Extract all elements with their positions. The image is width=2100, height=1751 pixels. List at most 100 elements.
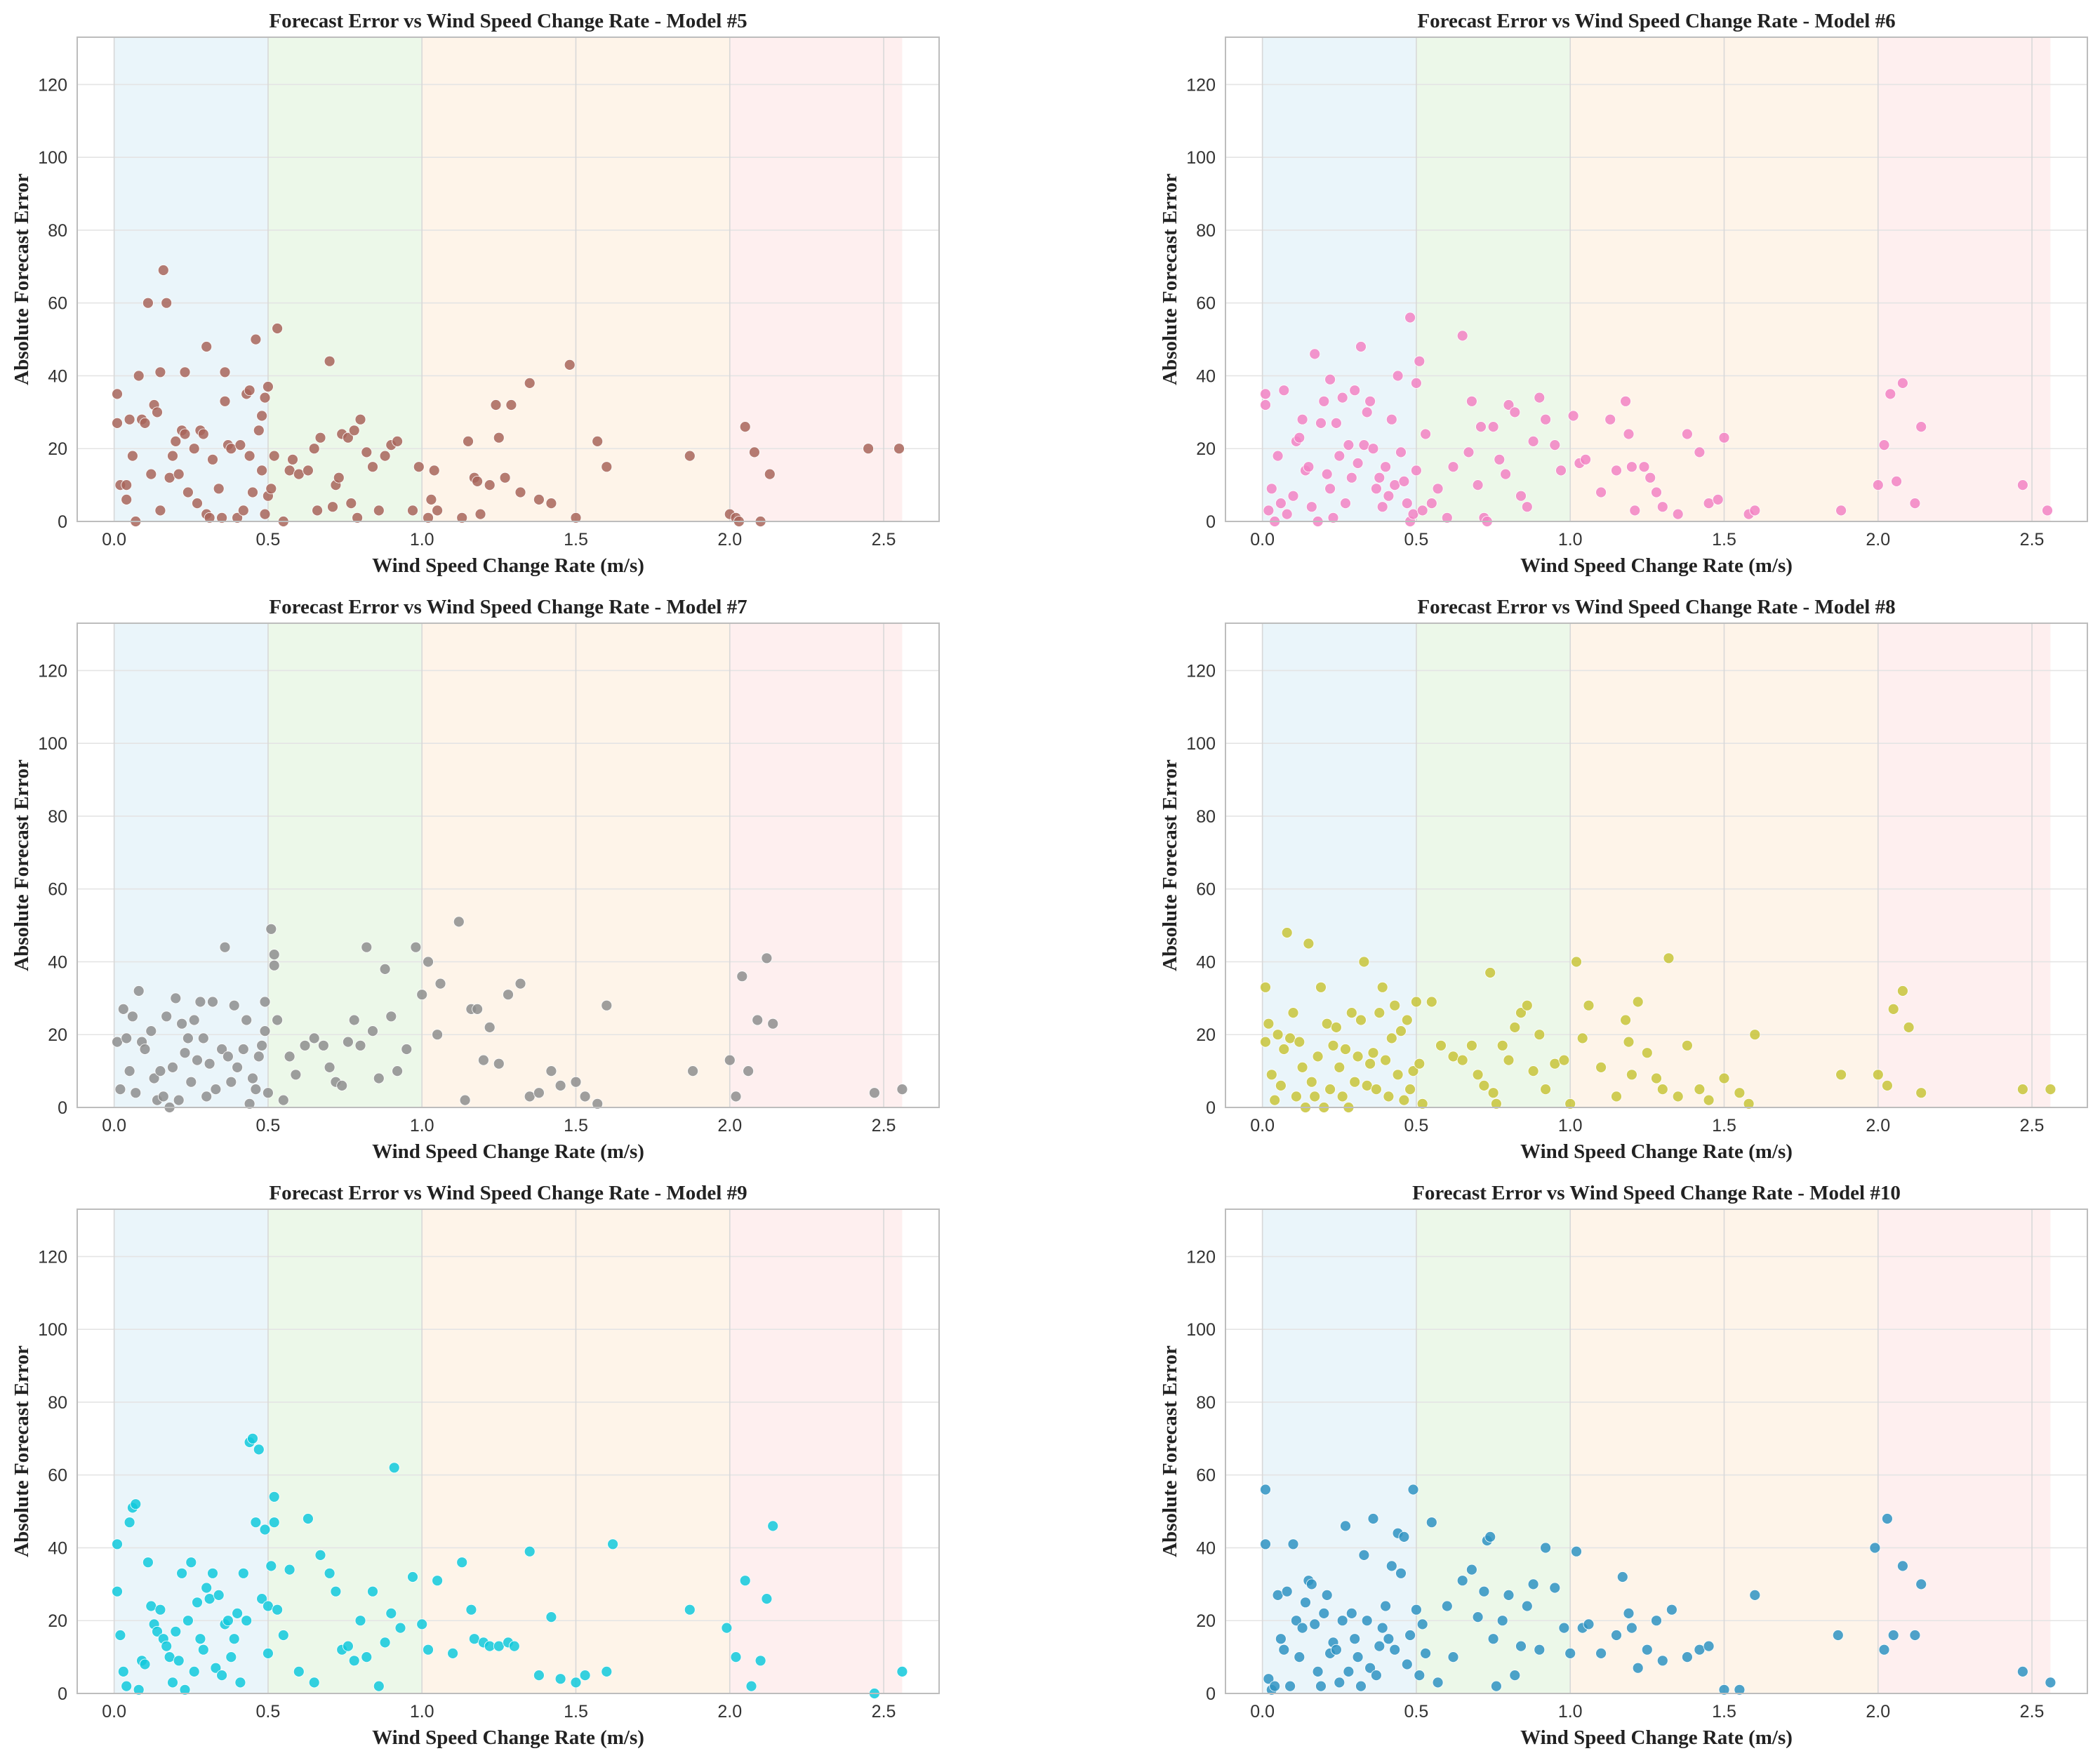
chart-2-point-9 xyxy=(1281,508,1293,520)
chart-2-point-92 xyxy=(1651,486,1662,498)
chart-6-point-32 xyxy=(1352,1651,1364,1663)
chart-3-point-28 xyxy=(197,1032,209,1044)
chart-5-x-axis-label: Wind Speed Change Rate (m/s) xyxy=(372,1726,644,1749)
chart-1-y-axis-label: Absolute Forecast Error xyxy=(11,173,33,385)
chart-2-x-tick-label: 0.0 xyxy=(1250,530,1275,550)
chart-5-point-106 xyxy=(896,1665,908,1677)
chart-6-point-51 xyxy=(1411,1604,1422,1616)
chart-6-point-59 xyxy=(1456,1575,1468,1587)
chart-2-point-54 xyxy=(1414,355,1426,367)
chart-5-point-61 xyxy=(308,1677,320,1689)
chart-4-point-94 xyxy=(1743,1098,1755,1110)
chart-5-point-101 xyxy=(745,1680,757,1692)
chart-5-point-43 xyxy=(237,1567,249,1579)
chart-1-y-tick-label: 20 xyxy=(48,439,67,459)
chart-4-x-tick-label: 2.0 xyxy=(1866,1116,1890,1136)
chart-2-x-tick-label: 0.5 xyxy=(1404,530,1429,550)
chart-1-point-78 xyxy=(361,446,373,458)
chart-4-point-16 xyxy=(1303,938,1315,950)
chart-5-point-5 xyxy=(121,1680,133,1692)
chart-6-point-104 xyxy=(1915,1578,1927,1590)
chart-4-point-19 xyxy=(1312,1051,1324,1063)
chart-4-point-2 xyxy=(1260,1036,1271,1048)
chart-6-point-90 xyxy=(1666,1604,1677,1616)
chart-5-point-97 xyxy=(684,1604,696,1616)
chart-3-point-51 xyxy=(268,949,280,960)
chart-1-point-107 xyxy=(601,461,613,473)
chart-5-y-tick-label: 40 xyxy=(48,1538,67,1558)
chart-2-y-tick-label: 20 xyxy=(1196,439,1216,459)
chart-4-point-60 xyxy=(1478,1080,1490,1091)
chart-3-y-tick-label: 60 xyxy=(48,880,67,900)
chart-3-point-97 xyxy=(736,971,748,983)
chart-5-point-53 xyxy=(265,1560,277,1572)
chart-6-point-47 xyxy=(1398,1531,1410,1543)
chart-4-point-59 xyxy=(1472,1069,1484,1081)
chart-4-point-47 xyxy=(1398,1094,1410,1106)
chart-6-point-72 xyxy=(1527,1578,1539,1590)
chart-3-point-89 xyxy=(554,1080,566,1091)
chart-4-point-34 xyxy=(1358,956,1370,968)
chart-1-point-5 xyxy=(124,413,135,425)
chart-2-point-56 xyxy=(1420,428,1431,440)
chart-2-point-82 xyxy=(1580,453,1592,465)
chart-1-point-13 xyxy=(145,468,157,480)
chart-5-point-30 xyxy=(197,1644,209,1656)
chart-5-point-80 xyxy=(447,1647,458,1659)
chart-4-point-39 xyxy=(1374,1007,1385,1018)
chart-6-point-106 xyxy=(2045,1677,2056,1689)
chart-4-point-57 xyxy=(1456,1054,1468,1066)
chart-1-point-29 xyxy=(192,498,203,509)
chart-2-y-tick-label: 40 xyxy=(1196,366,1216,386)
chart-4: 0.0 0.5 1.0 1.5 2.0 2.5 0 20 40 60 80 100 120 Forecas… xyxy=(1159,596,2088,1163)
chart-2-point-16 xyxy=(1305,501,1317,513)
chart-1-point-62 xyxy=(287,453,298,465)
chart-6-point-101 xyxy=(1887,1630,1899,1641)
chart-5-point-86 xyxy=(493,1640,505,1652)
chart-1-point-12 xyxy=(142,297,154,309)
chart-4-point-48 xyxy=(1401,1014,1413,1026)
chart-4-point-87 xyxy=(1663,952,1675,964)
chart-2-y-tick-label: 80 xyxy=(1196,221,1216,241)
chart-3-point-11 xyxy=(145,1025,157,1037)
chart-5-point-22 xyxy=(173,1655,185,1667)
chart-4-point-42 xyxy=(1383,1091,1395,1103)
chart-2-point-17 xyxy=(1309,348,1321,360)
chart-5-point-95 xyxy=(601,1665,613,1677)
chart-3-point-68 xyxy=(379,964,391,975)
chart-5-y-tick-label: 120 xyxy=(38,1247,67,1267)
chart-6-x-tick-label: 2.0 xyxy=(1866,1702,1890,1722)
chart-6-point-50 xyxy=(1407,1484,1419,1496)
chart-5-title: Forecast Error vs Wind Speed Change Rate… xyxy=(269,1182,747,1204)
chart-4-y-tick-label: 20 xyxy=(1196,1025,1216,1045)
chart-2-point-32 xyxy=(1352,458,1364,469)
chart-3-point-47 xyxy=(259,996,271,1008)
chart-1-point-49 xyxy=(250,333,262,345)
chart-4-title: Forecast Error vs Wind Speed Change Rate… xyxy=(1417,596,1895,618)
chart-6-x-tick-label: 2.5 xyxy=(2020,1702,2045,1722)
chart-1-point-18 xyxy=(157,265,169,276)
chart-2-point-74 xyxy=(1521,501,1533,513)
chart-6-point-40 xyxy=(1376,1622,1388,1634)
chart-1-y-tick-label: 80 xyxy=(48,221,67,241)
chart-2-point-91 xyxy=(1644,472,1656,484)
chart-1-x-tick-label: 0.5 xyxy=(256,530,281,550)
chart-4-y-tick-label: 80 xyxy=(1196,807,1216,827)
chart-6-y-tick-label: 80 xyxy=(1196,1393,1216,1413)
chart-1-point-37 xyxy=(216,512,228,524)
chart-2-point-50 xyxy=(1404,312,1416,324)
chart-5-point-3 xyxy=(114,1630,126,1641)
chart-6-point-48 xyxy=(1401,1658,1413,1670)
chart-1-point-74 xyxy=(345,498,357,509)
chart-3-point-52 xyxy=(272,1014,284,1026)
chart-2-point-57 xyxy=(1426,498,1437,509)
chart-2-x-axis-label: Wind Speed Change Rate (m/s) xyxy=(1520,554,1793,577)
chart-6-point-17 xyxy=(1305,1578,1317,1590)
chart-5-point-25 xyxy=(182,1615,194,1627)
chart-6-point-88 xyxy=(1651,1615,1662,1627)
chart-6-point-70 xyxy=(1515,1640,1527,1652)
chart-5-point-69 xyxy=(361,1651,373,1663)
chart-2-point-1 xyxy=(1260,388,1271,400)
chart-1-point-6 xyxy=(121,494,133,505)
